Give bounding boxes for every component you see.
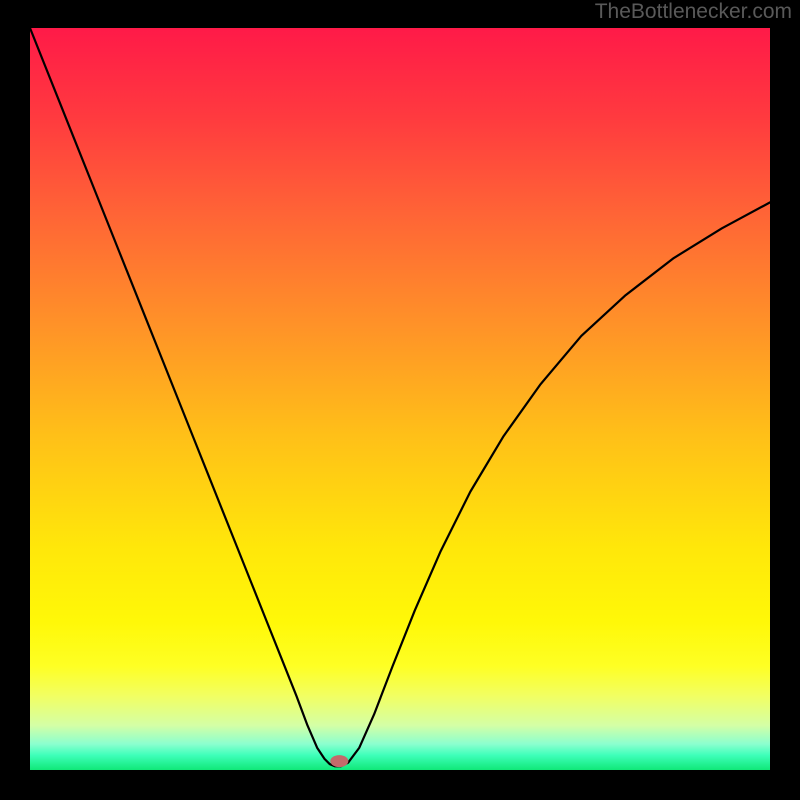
plot-area xyxy=(30,28,770,770)
chart-container: { "watermark_text": "TheBottlenecker.com… xyxy=(0,0,800,800)
bottleneck-chart xyxy=(0,0,800,800)
watermark-text: TheBottlenecker.com xyxy=(595,0,792,24)
optimal-point-marker xyxy=(330,755,348,767)
